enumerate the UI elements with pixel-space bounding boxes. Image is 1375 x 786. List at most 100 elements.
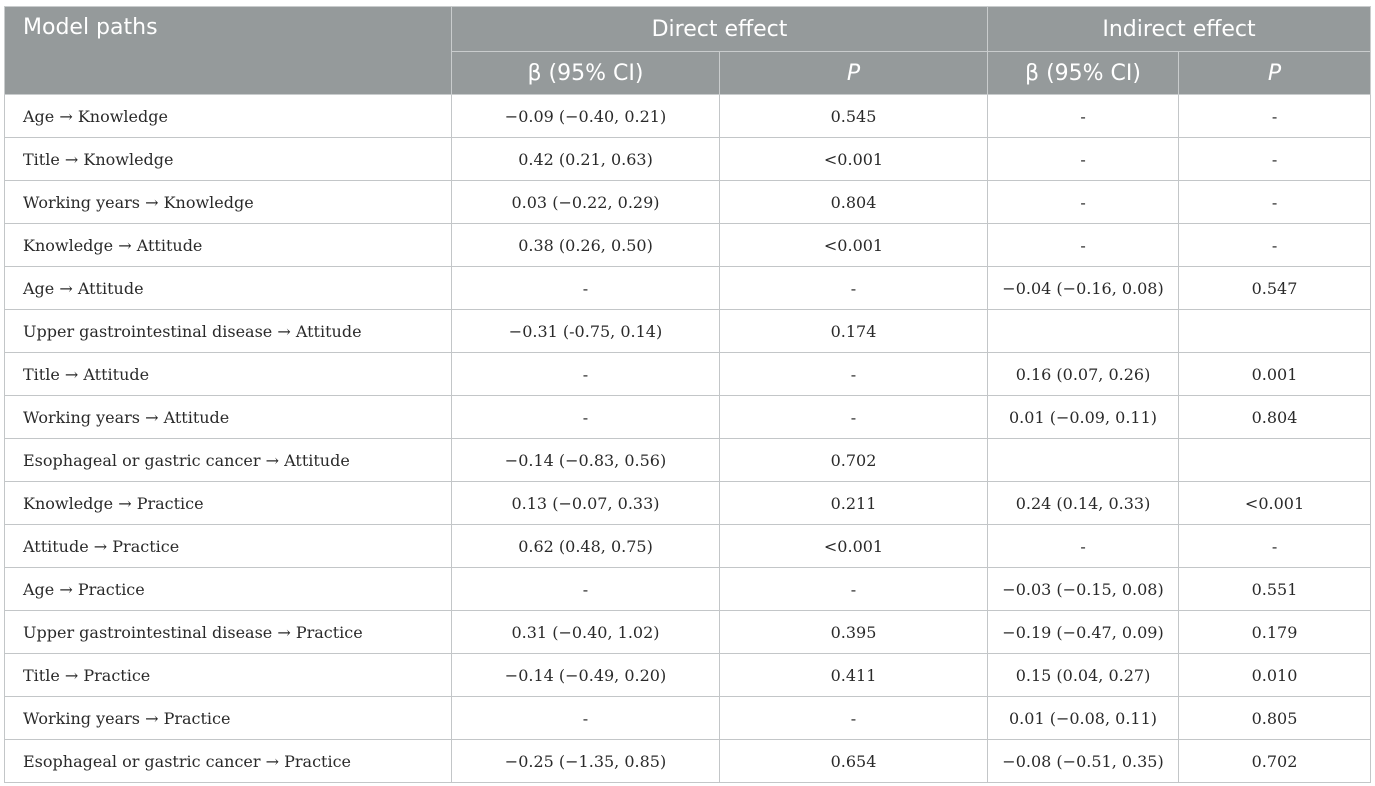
indirect-p-cell: -: [1178, 223, 1372, 267]
indirect-beta-header: β (95% CI): [987, 51, 1180, 95]
results-table-container: Model paths Direct effect Indirect effec…: [4, 6, 1372, 783]
indirect-p-cell: <0.001: [1178, 481, 1372, 525]
indirect-p-cell: 0.702: [1178, 739, 1372, 783]
path-cell: Working years → Attitude: [4, 395, 452, 439]
indirect-beta-cell: -: [987, 524, 1180, 568]
direct-beta-cell: −0.14 (−0.83, 0.56): [451, 438, 720, 482]
model-paths-table: Model paths Direct effect Indirect effec…: [4, 6, 1372, 783]
indirect-beta-cell: -: [987, 180, 1180, 224]
indirect-beta-cell: −0.03 (−0.15, 0.08): [987, 567, 1180, 611]
direct-beta-cell: -: [451, 395, 720, 439]
indirect-p-cell: 0.804: [1178, 395, 1372, 439]
table-row: Title → Attitude - -0.16 (0.07, 0.26) 0.001: [4, 352, 1372, 396]
path-cell: Attitude → Practice: [4, 524, 452, 568]
indirect-beta-cell: -: [987, 94, 1180, 138]
indirect-p-cell: [1178, 438, 1372, 482]
indirect-beta-cell: 0.01 (−0.09, 0.11): [987, 395, 1180, 439]
table-row: Knowledge → Attitude 0.38 (0.26, 0.50) <0.…: [4, 223, 1372, 267]
indirect-beta-cell: 0.15 (0.04, 0.27): [987, 653, 1180, 697]
direct-beta-cell: -: [451, 696, 720, 740]
indirect-p-cell: 0.179: [1178, 610, 1372, 654]
path-cell: Knowledge → Attitude: [4, 223, 452, 267]
indirect-p-cell: 0.547: [1178, 266, 1372, 310]
table-row: Working years → Practice - -0.01 (−0.08, 0…: [4, 696, 1372, 740]
direct-p-cell: <0.001: [718, 223, 989, 267]
direct-beta-cell: 0.62 (0.48, 0.75): [451, 524, 720, 568]
indirect-beta-cell: −0.19 (−0.47, 0.09): [987, 610, 1180, 654]
direct-beta-cell: -: [451, 567, 720, 611]
path-cell: Knowledge → Practice: [4, 481, 452, 525]
indirect-p-header: P: [1178, 51, 1372, 95]
table-header: Model paths Direct effect Indirect effec…: [4, 6, 1372, 95]
direct-effect-header: Direct effect: [450, 6, 989, 52]
direct-beta-cell: -: [451, 352, 720, 396]
direct-p-cell: 0.545: [718, 94, 989, 138]
header-row-1: Model paths Direct effect Indirect effec…: [4, 6, 1372, 95]
indirect-p-cell: [1178, 309, 1372, 353]
path-cell: Title → Practice: [4, 653, 452, 697]
indirect-effect-header: Indirect effect: [987, 6, 1372, 52]
path-cell: Working years → Practice: [4, 696, 452, 740]
direct-beta-cell: 0.42 (0.21, 0.63): [451, 137, 720, 181]
direct-p-cell: 0.804: [718, 180, 989, 224]
indirect-beta-cell: [987, 309, 1180, 353]
table-row: Upper gastrointestinal disease → Attitud…: [4, 309, 1372, 353]
direct-p-cell: 0.174: [718, 309, 989, 353]
table-row: Upper gastrointestinal disease → Practic…: [4, 610, 1372, 654]
direct-p-cell: 0.411: [718, 653, 989, 697]
table-row: Age → Practice - - −0.03 (−0.15, 0.08) 0.551: [4, 567, 1372, 611]
direct-p-cell: <0.001: [718, 137, 989, 181]
direct-beta-header: β (95% CI): [451, 51, 720, 95]
direct-p-header: P: [718, 51, 989, 95]
direct-beta-cell: 0.03 (−0.22, 0.29): [451, 180, 720, 224]
indirect-p-cell: 0.805: [1178, 696, 1372, 740]
indirect-p-cell: 0.551: [1178, 567, 1372, 611]
direct-p-cell: -: [718, 266, 989, 310]
path-cell: Age → Attitude: [4, 266, 452, 310]
direct-p-cell: -: [718, 352, 989, 396]
direct-beta-cell: −0.31 (-0.75, 0.14): [451, 309, 720, 353]
indirect-p-cell: -: [1178, 137, 1372, 181]
direct-p-cell: 0.654: [718, 739, 989, 783]
path-cell: Title → Attitude: [4, 352, 452, 396]
path-cell: Esophageal or gastric cancer → Attitude: [4, 438, 452, 482]
indirect-beta-cell: 0.16 (0.07, 0.26): [987, 352, 1180, 396]
table-row: Title → Knowledge 0.42 (0.21, 0.63) <0.001…: [4, 137, 1372, 181]
indirect-p-cell: -: [1178, 94, 1372, 138]
path-cell: Upper gastrointestinal disease → Practic…: [4, 610, 452, 654]
table-row: Age → Knowledge −0.09 (−0.40, 0.21) 0.545-…: [4, 94, 1372, 138]
indirect-p-cell: 0.010: [1178, 653, 1372, 697]
direct-beta-cell: −0.25 (−1.35, 0.85): [451, 739, 720, 783]
direct-p-cell: 0.702: [718, 438, 989, 482]
direct-beta-cell: 0.13 (−0.07, 0.33): [451, 481, 720, 525]
table-row: Esophageal or gastric cancer → Practice −…: [4, 739, 1372, 783]
direct-beta-cell: 0.38 (0.26, 0.50): [451, 223, 720, 267]
direct-p-cell: -: [718, 567, 989, 611]
indirect-beta-cell: [987, 438, 1180, 482]
direct-beta-cell: −0.09 (−0.40, 0.21): [451, 94, 720, 138]
table-row: Knowledge → Practice 0.13 (−0.07, 0.33) 0.…: [4, 481, 1372, 525]
direct-beta-cell: -: [451, 266, 720, 310]
indirect-beta-cell: −0.04 (−0.16, 0.08): [987, 266, 1180, 310]
direct-beta-cell: 0.31 (−0.40, 1.02): [451, 610, 720, 654]
table-row: Working years → Knowledge 0.03 (−0.22, 0.…: [4, 180, 1372, 224]
indirect-beta-cell: −0.08 (−0.51, 0.35): [987, 739, 1180, 783]
indirect-p-cell: -: [1178, 180, 1372, 224]
indirect-p-cell: -: [1178, 524, 1372, 568]
table-row: Working years → Attitude - -0.01 (−0.09, 0…: [4, 395, 1372, 439]
direct-p-cell: -: [718, 395, 989, 439]
table-row: Age → Attitude - - −0.04 (−0.16, 0.08) 0.547: [4, 266, 1372, 310]
indirect-beta-cell: 0.01 (−0.08, 0.11): [987, 696, 1180, 740]
table-row: Esophageal or gastric cancer → Attitude −…: [4, 438, 1372, 482]
direct-p-cell: -: [718, 696, 989, 740]
path-cell: Esophageal or gastric cancer → Practice: [4, 739, 452, 783]
table-row: Attitude → Practice 0.62 (0.48, 0.75) <0.0…: [4, 524, 1372, 568]
path-cell: Title → Knowledge: [4, 137, 452, 181]
direct-beta-cell: −0.14 (−0.49, 0.20): [451, 653, 720, 697]
path-cell: Age → Practice: [4, 567, 452, 611]
indirect-p-cell: 0.001: [1178, 352, 1372, 396]
indirect-beta-cell: -: [987, 223, 1180, 267]
model-paths-header: Model paths: [4, 6, 452, 95]
path-cell: Working years → Knowledge: [4, 180, 452, 224]
direct-p-cell: 0.395: [718, 610, 989, 654]
